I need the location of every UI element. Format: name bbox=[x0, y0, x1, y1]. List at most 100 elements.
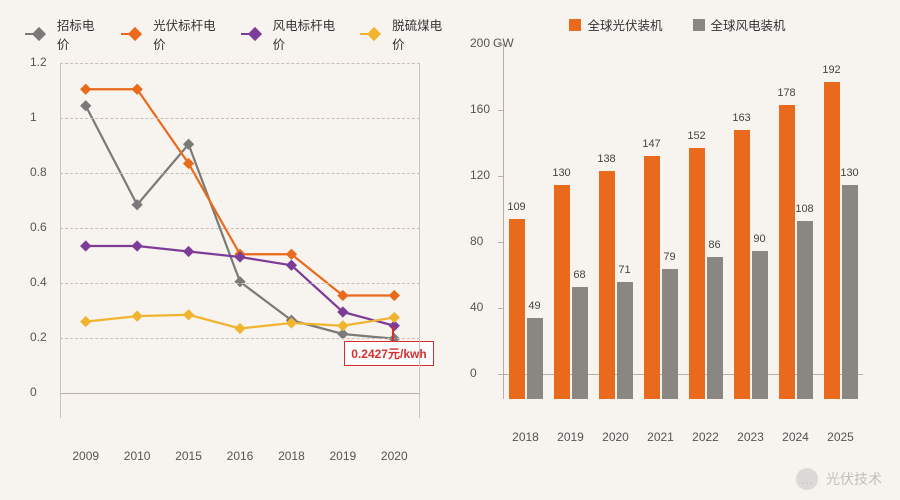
price-annotation: 0.2427元/kwh bbox=[344, 341, 433, 366]
bar-value-label: 130 bbox=[552, 167, 570, 179]
x-tick-label: 2019 bbox=[329, 449, 356, 463]
watermark: … 光伏技术 bbox=[796, 468, 882, 490]
legend-item: 全球风电装机 bbox=[693, 15, 786, 34]
bar-value-label: 178 bbox=[777, 87, 795, 99]
y-tick-label: 40 bbox=[470, 300, 483, 314]
legend-label: 招标电价 bbox=[57, 15, 103, 53]
bar-wind: 71 bbox=[617, 282, 633, 399]
y-tick-label: 160 bbox=[470, 102, 490, 116]
bar-value-label: 68 bbox=[573, 269, 585, 281]
x-tick-label: 2019 bbox=[557, 430, 584, 444]
y-tick-label: 0.8 bbox=[30, 165, 47, 179]
series-marker bbox=[183, 309, 194, 320]
y-tick-label: 0.4 bbox=[30, 275, 47, 289]
legend-label: 光伏标杆电价 bbox=[153, 15, 223, 53]
bar-group: 15286 bbox=[689, 148, 723, 399]
bar-value-label: 138 bbox=[597, 153, 615, 165]
wechat-icon: … bbox=[796, 468, 818, 490]
bar-wind: 68 bbox=[572, 287, 588, 399]
y-tick-label: 1.2 bbox=[30, 55, 47, 69]
legend-label: 全球光伏装机 bbox=[587, 15, 662, 34]
series-marker bbox=[80, 84, 91, 95]
bar-wind: 86 bbox=[707, 257, 723, 399]
bar-value-label: 49 bbox=[528, 300, 540, 312]
y-tick-label: 120 bbox=[470, 168, 490, 182]
x-tick-label: 2020 bbox=[602, 430, 629, 444]
bar-wind: 49 bbox=[527, 318, 543, 399]
series-marker bbox=[337, 320, 348, 331]
series-marker bbox=[389, 312, 400, 323]
square-marker-icon bbox=[693, 19, 705, 31]
y-tick-label: 200 bbox=[470, 36, 490, 50]
grid-line bbox=[60, 173, 420, 174]
watermark-text: 光伏技术 bbox=[826, 469, 882, 489]
bar-chart-area: GW 0408012016020020181094920191306820201… bbox=[465, 44, 875, 424]
line-chart-panel: 招标电价光伏标杆电价风电标杆电价脱硫煤电价 0.2427元/kwh 00.20.… bbox=[10, 15, 450, 450]
grid-line bbox=[60, 338, 420, 339]
square-marker-icon bbox=[569, 19, 581, 31]
bar-value-label: 108 bbox=[795, 203, 813, 215]
series-marker bbox=[80, 100, 91, 111]
bar-value-label: 192 bbox=[822, 64, 840, 76]
series-marker bbox=[389, 290, 400, 301]
x-tick-label: 2015 bbox=[175, 449, 202, 463]
bar-group: 192130 bbox=[824, 82, 858, 399]
diamond-marker-icon bbox=[25, 27, 51, 41]
y-tick-label: 0 bbox=[470, 366, 477, 380]
grid-line bbox=[60, 228, 420, 229]
x-tick-label: 2023 bbox=[737, 430, 764, 444]
bar-value-label: 152 bbox=[687, 130, 705, 142]
bar-chart-legend: 全球光伏装机 全球风电装机 bbox=[450, 15, 890, 44]
bar-pv: 130 bbox=[554, 185, 570, 400]
line-chart-area: 0.2427元/kwh 00.20.40.60.811.220092010201… bbox=[25, 63, 435, 443]
x-tick-label: 2018 bbox=[278, 449, 305, 463]
chart-border bbox=[419, 63, 420, 418]
series-marker bbox=[131, 240, 142, 251]
bar-wind: 130 bbox=[842, 185, 858, 400]
legend-item: 招标电价 bbox=[25, 15, 103, 53]
x-tick-label: 2009 bbox=[72, 449, 99, 463]
annotation-connector bbox=[392, 326, 394, 341]
bar-pv: 152 bbox=[689, 148, 705, 399]
diamond-marker-icon bbox=[241, 27, 267, 41]
line-chart-legend: 招标电价光伏标杆电价风电标杆电价脱硫煤电价 bbox=[10, 15, 450, 63]
legend-item: 风电标杆电价 bbox=[241, 15, 342, 53]
bar-value-label: 86 bbox=[708, 239, 720, 251]
grid-line bbox=[60, 283, 420, 284]
series-line bbox=[86, 106, 395, 339]
bar-pv: 138 bbox=[599, 171, 615, 399]
bar-value-label: 90 bbox=[753, 233, 765, 245]
bar-value-label: 79 bbox=[663, 251, 675, 263]
y-tick-label: 80 bbox=[470, 234, 483, 248]
chart-container: 招标电价光伏标杆电价风电标杆电价脱硫煤电价 0.2427元/kwh 00.20.… bbox=[0, 0, 900, 500]
bar-value-label: 163 bbox=[732, 112, 750, 124]
bar-group: 16390 bbox=[734, 130, 768, 399]
bar-value-label: 147 bbox=[642, 138, 660, 150]
series-marker bbox=[131, 310, 142, 321]
diamond-marker-icon bbox=[360, 27, 386, 41]
series-line bbox=[86, 89, 395, 295]
x-tick-label: 2025 bbox=[827, 430, 854, 444]
series-marker bbox=[80, 240, 91, 251]
chart-border bbox=[60, 63, 61, 418]
bar-wind: 79 bbox=[662, 269, 678, 399]
bar-value-label: 130 bbox=[840, 167, 858, 179]
x-tick-label: 2018 bbox=[512, 430, 539, 444]
diamond-marker-icon bbox=[121, 27, 147, 41]
series-marker bbox=[234, 323, 245, 334]
legend-label: 风电标杆电价 bbox=[273, 15, 343, 53]
bar-group: 14779 bbox=[644, 156, 678, 399]
y-tick-label: 0.2 bbox=[30, 330, 47, 344]
grid-line bbox=[60, 118, 420, 119]
y-tick-label: 1 bbox=[30, 110, 37, 124]
x-tick-label: 2016 bbox=[227, 449, 254, 463]
bar-pv: 147 bbox=[644, 156, 660, 399]
x-tick-label: 2020 bbox=[381, 449, 408, 463]
bar-chart-panel: 全球光伏装机全球风电装机 GW 040801201602002018109492… bbox=[450, 15, 890, 450]
x-tick-label: 2024 bbox=[782, 430, 809, 444]
bar-value-label: 109 bbox=[507, 201, 525, 213]
x-tick-label: 2010 bbox=[124, 449, 151, 463]
bar-pv: 192 bbox=[824, 82, 840, 399]
y-tick-label: 0 bbox=[30, 385, 37, 399]
series-marker bbox=[80, 316, 91, 327]
